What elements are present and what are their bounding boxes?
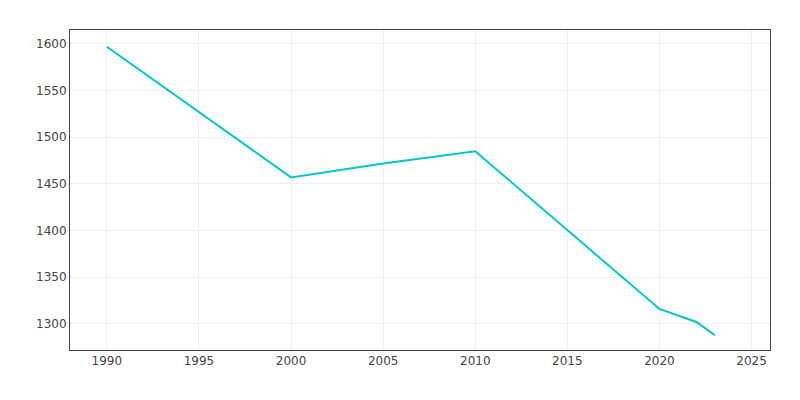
- svg-text:1600: 1600: [36, 37, 67, 51]
- svg-text:1995: 1995: [184, 354, 215, 368]
- svg-text:1300: 1300: [36, 317, 67, 331]
- svg-text:2015: 2015: [552, 354, 583, 368]
- svg-text:1500: 1500: [36, 130, 67, 144]
- svg-text:1450: 1450: [36, 177, 67, 191]
- svg-text:2020: 2020: [644, 354, 675, 368]
- svg-text:1550: 1550: [36, 84, 67, 98]
- svg-text:2000: 2000: [276, 354, 307, 368]
- svg-text:1990: 1990: [92, 354, 123, 368]
- svg-text:2010: 2010: [460, 354, 491, 368]
- svg-text:2025: 2025: [736, 354, 767, 368]
- svg-text:2005: 2005: [368, 354, 399, 368]
- svg-text:1400: 1400: [36, 224, 67, 238]
- svg-text:1350: 1350: [36, 270, 67, 284]
